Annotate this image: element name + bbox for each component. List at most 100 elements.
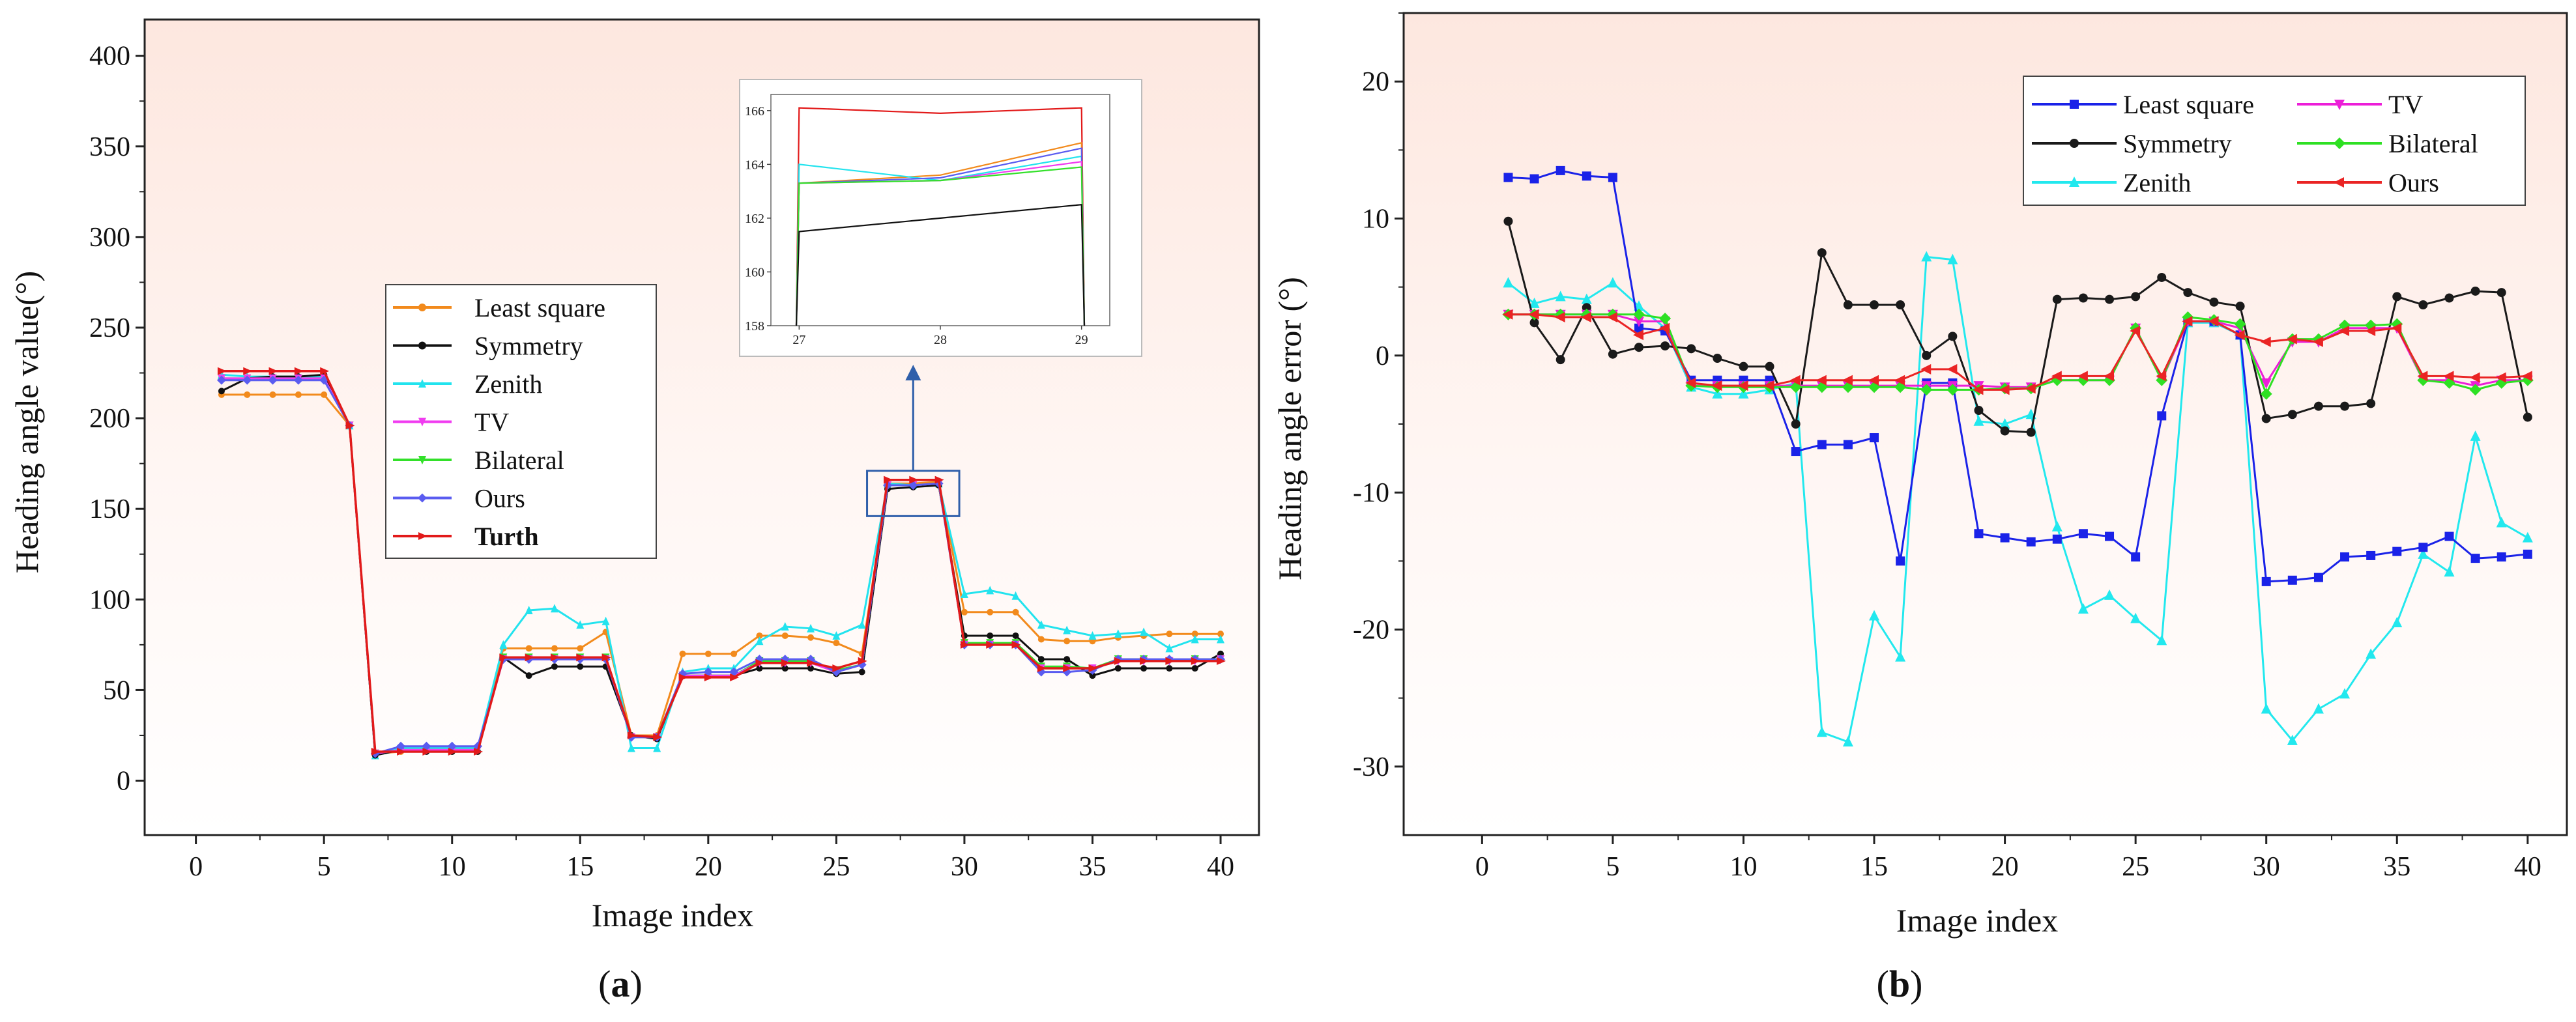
data-point bbox=[525, 672, 532, 679]
data-point bbox=[2444, 566, 2455, 577]
data-point bbox=[2521, 371, 2532, 382]
data-point bbox=[551, 663, 558, 670]
data-point bbox=[2287, 575, 2297, 585]
data-point bbox=[499, 653, 509, 662]
data-point bbox=[2104, 589, 2115, 600]
data-point bbox=[2234, 318, 2246, 330]
data-point bbox=[884, 476, 893, 484]
data-point bbox=[960, 589, 968, 598]
data-point bbox=[807, 665, 815, 672]
legend-label: Bilateral bbox=[2388, 129, 2478, 158]
data-point bbox=[1999, 418, 2010, 429]
data-point bbox=[2469, 384, 2482, 396]
data-point bbox=[2470, 286, 2480, 296]
data-point bbox=[756, 632, 763, 639]
data-point bbox=[1011, 591, 1020, 600]
legend-marker bbox=[2334, 137, 2345, 149]
y-axis-label-b: Heading angle error (°) bbox=[1271, 277, 1308, 580]
data-point bbox=[832, 664, 842, 673]
data-point bbox=[2000, 426, 2010, 436]
legend-item-tv: TV bbox=[2297, 90, 2423, 119]
legend-b: Least square TV Symmetry Bilateral Zenith Our… bbox=[2023, 76, 2526, 206]
y-tick-label: 300 bbox=[89, 223, 130, 253]
y-axis-label-a: Heading angle value(°) bbox=[8, 271, 45, 573]
data-point bbox=[781, 665, 789, 672]
x-tick-label: 15 bbox=[566, 852, 594, 882]
data-point bbox=[1140, 657, 1150, 665]
data-point bbox=[1555, 291, 1566, 302]
data-point bbox=[2444, 532, 2454, 541]
data-point bbox=[2495, 372, 2506, 383]
data-point bbox=[294, 367, 304, 375]
data-point bbox=[858, 657, 867, 665]
data-point bbox=[1191, 657, 1200, 665]
data-point bbox=[1037, 620, 1045, 629]
data-point bbox=[1114, 657, 1123, 665]
inset-plot-area bbox=[770, 94, 1110, 326]
legend-item-zenith: Zenith bbox=[393, 369, 542, 399]
data-point bbox=[2339, 325, 2350, 336]
data-point bbox=[627, 743, 635, 752]
legend-item-ours: Ours bbox=[393, 484, 525, 513]
data-point bbox=[550, 604, 558, 613]
data-point bbox=[833, 640, 840, 647]
data-point bbox=[1582, 171, 1591, 181]
y-tick-label: -30 bbox=[1353, 752, 1389, 782]
data-point bbox=[2366, 399, 2376, 408]
data-point bbox=[909, 476, 919, 484]
data-point bbox=[1608, 349, 1617, 359]
data-point bbox=[1165, 657, 1175, 665]
data-point bbox=[2287, 734, 2298, 745]
data-point bbox=[1843, 440, 1853, 449]
data-point bbox=[577, 645, 584, 652]
legend-label: Least square bbox=[2123, 90, 2254, 119]
data-point bbox=[1114, 629, 1122, 638]
data-point bbox=[704, 673, 714, 681]
data-point bbox=[2051, 520, 2062, 532]
legend-item-bilateral: Bilateral bbox=[2297, 129, 2478, 158]
data-point bbox=[2392, 546, 2402, 556]
x-tick-label: 35 bbox=[2383, 852, 2410, 882]
data-point bbox=[1528, 309, 1539, 320]
y-tick-label: 20 bbox=[1362, 67, 1389, 97]
data-point bbox=[1869, 610, 1880, 621]
data-point bbox=[858, 620, 866, 629]
inset-y-tick-label: 162 bbox=[745, 212, 764, 226]
data-point bbox=[2313, 573, 2323, 582]
y-tick-label: 10 bbox=[1362, 205, 1389, 234]
data-point bbox=[550, 653, 560, 662]
data-point bbox=[2366, 648, 2377, 659]
inset-y-tick-label: 164 bbox=[745, 158, 764, 172]
data-point bbox=[2025, 383, 2036, 394]
data-point bbox=[781, 632, 789, 639]
data-point bbox=[2261, 414, 2271, 423]
data-point bbox=[1166, 665, 1173, 672]
data-point bbox=[1946, 384, 1959, 396]
data-point bbox=[987, 608, 994, 616]
data-point bbox=[2340, 552, 2350, 562]
data-point bbox=[1554, 311, 1565, 322]
data-point bbox=[2261, 378, 2272, 389]
x-tick-label: 25 bbox=[2122, 852, 2149, 882]
inset-y-tick-label: 166 bbox=[745, 104, 764, 119]
data-point bbox=[1896, 556, 1905, 566]
series-line-turth bbox=[221, 370, 1221, 753]
data-point bbox=[1634, 323, 1644, 333]
data-point bbox=[1581, 293, 1592, 304]
data-point bbox=[397, 748, 407, 756]
legend-label: Ours bbox=[474, 484, 525, 513]
data-point bbox=[986, 586, 994, 595]
legend-item-least-square: Least square bbox=[2032, 90, 2254, 119]
data-point bbox=[601, 616, 610, 625]
legend-label: TV bbox=[2388, 90, 2423, 119]
data-point bbox=[1739, 362, 1748, 371]
axis-ticks-b: 0 5 10 15 20 25 30 35 40 -30 -20 -10 0 10 20 bbox=[1353, 12, 2541, 882]
data-point bbox=[2208, 316, 2219, 327]
y-tick-label: 100 bbox=[89, 585, 130, 615]
y-tick-label: -20 bbox=[1353, 616, 1389, 646]
data-point bbox=[1816, 375, 1827, 386]
inset-x-tick-label: 29 bbox=[1075, 333, 1088, 347]
y-tick-label: 50 bbox=[103, 675, 130, 705]
data-point bbox=[1870, 300, 1879, 310]
data-point bbox=[755, 659, 765, 667]
